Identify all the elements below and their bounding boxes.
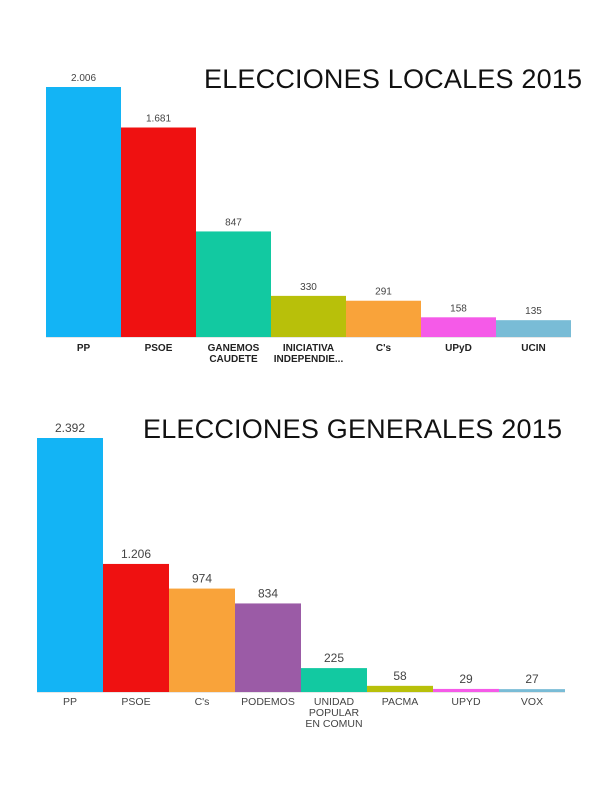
data-label-1-6: 29 bbox=[459, 672, 473, 686]
data-label-1-7: 27 bbox=[525, 672, 539, 686]
bar-chart-locales: 2.006 PP 1.681 PSOE 847 GANEMOS CAUDETE 330 INIC… bbox=[46, 73, 571, 365]
chart-title-generales: ELECCIONES GENERALES 2015 bbox=[143, 414, 563, 444]
category-label-1-2: C's bbox=[195, 696, 210, 708]
category-label-1-0: PP bbox=[63, 696, 77, 708]
category-label-1-7: VOX bbox=[521, 696, 543, 708]
bar-1-4 bbox=[301, 668, 367, 692]
data-label-1-1: 1.206 bbox=[121, 547, 151, 561]
category-label-0-3: INICIATIVA INDEPENDIE... bbox=[274, 343, 344, 365]
data-label-0-5: 158 bbox=[450, 303, 467, 314]
data-label-1-0: 2.392 bbox=[55, 421, 85, 435]
category-label-1-6: UPYD bbox=[451, 696, 481, 708]
data-label-1-5: 58 bbox=[393, 669, 407, 683]
category-label-0-6: UCIN bbox=[521, 343, 545, 354]
data-label-1-3: 834 bbox=[258, 586, 278, 600]
bar-0-4 bbox=[346, 300, 421, 337]
bar-1-3 bbox=[235, 603, 301, 692]
bar-1-1 bbox=[103, 563, 169, 692]
category-label-1-4: UNIDAD POPULAR EN COMUN bbox=[305, 696, 362, 730]
data-label-0-0: 2.006 bbox=[71, 73, 96, 84]
chart-elecciones-generales: 2.392 PP 1.206 PSOE 974 C's 834 PODEMOS 225 UNIDA… bbox=[0, 400, 608, 800]
chart-title-locales: ELECCIONES LOCALES 2015 bbox=[204, 64, 583, 94]
data-label-0-3: 330 bbox=[300, 282, 317, 293]
data-label-1-4: 225 bbox=[324, 651, 344, 665]
bar-1-5 bbox=[367, 685, 433, 692]
bar-0-6 bbox=[496, 320, 571, 337]
category-label-1-3: PODEMOS bbox=[241, 696, 295, 708]
chart-elecciones-locales: 2.006 PP 1.681 PSOE 847 GANEMOS CAUDETE 330 INIC… bbox=[46, 64, 583, 365]
bar-1-0 bbox=[37, 438, 103, 692]
category-label-0-2: GANEMOS CAUDETE bbox=[208, 343, 260, 365]
bar-0-2 bbox=[196, 231, 271, 337]
data-label-1-2: 974 bbox=[192, 572, 212, 586]
category-label-0-4: C's bbox=[376, 343, 392, 354]
bar-0-1 bbox=[121, 127, 196, 338]
category-label-0-1: PSOE bbox=[145, 343, 173, 354]
bar-0-0 bbox=[46, 87, 121, 337]
bar-chart-generales: 2.392 PP 1.206 PSOE 974 C's 834 PODEMOS 225 UNIDA… bbox=[37, 421, 565, 730]
data-label-0-6: 135 bbox=[525, 306, 542, 317]
data-label-0-1: 1.681 bbox=[146, 114, 171, 125]
category-label-0-5: UPyD bbox=[445, 343, 472, 354]
bar-0-3 bbox=[271, 295, 346, 337]
bar-1-2 bbox=[169, 588, 235, 692]
data-label-0-2: 847 bbox=[225, 217, 242, 228]
category-label-1-5: PACMA bbox=[382, 696, 419, 708]
bar-1-6 bbox=[433, 688, 499, 692]
category-label-1-1: PSOE bbox=[121, 696, 150, 708]
category-label-0-0: PP bbox=[77, 343, 91, 354]
bar-1-7 bbox=[499, 689, 565, 692]
data-label-0-4: 291 bbox=[375, 287, 392, 298]
bar-0-5 bbox=[421, 317, 496, 337]
